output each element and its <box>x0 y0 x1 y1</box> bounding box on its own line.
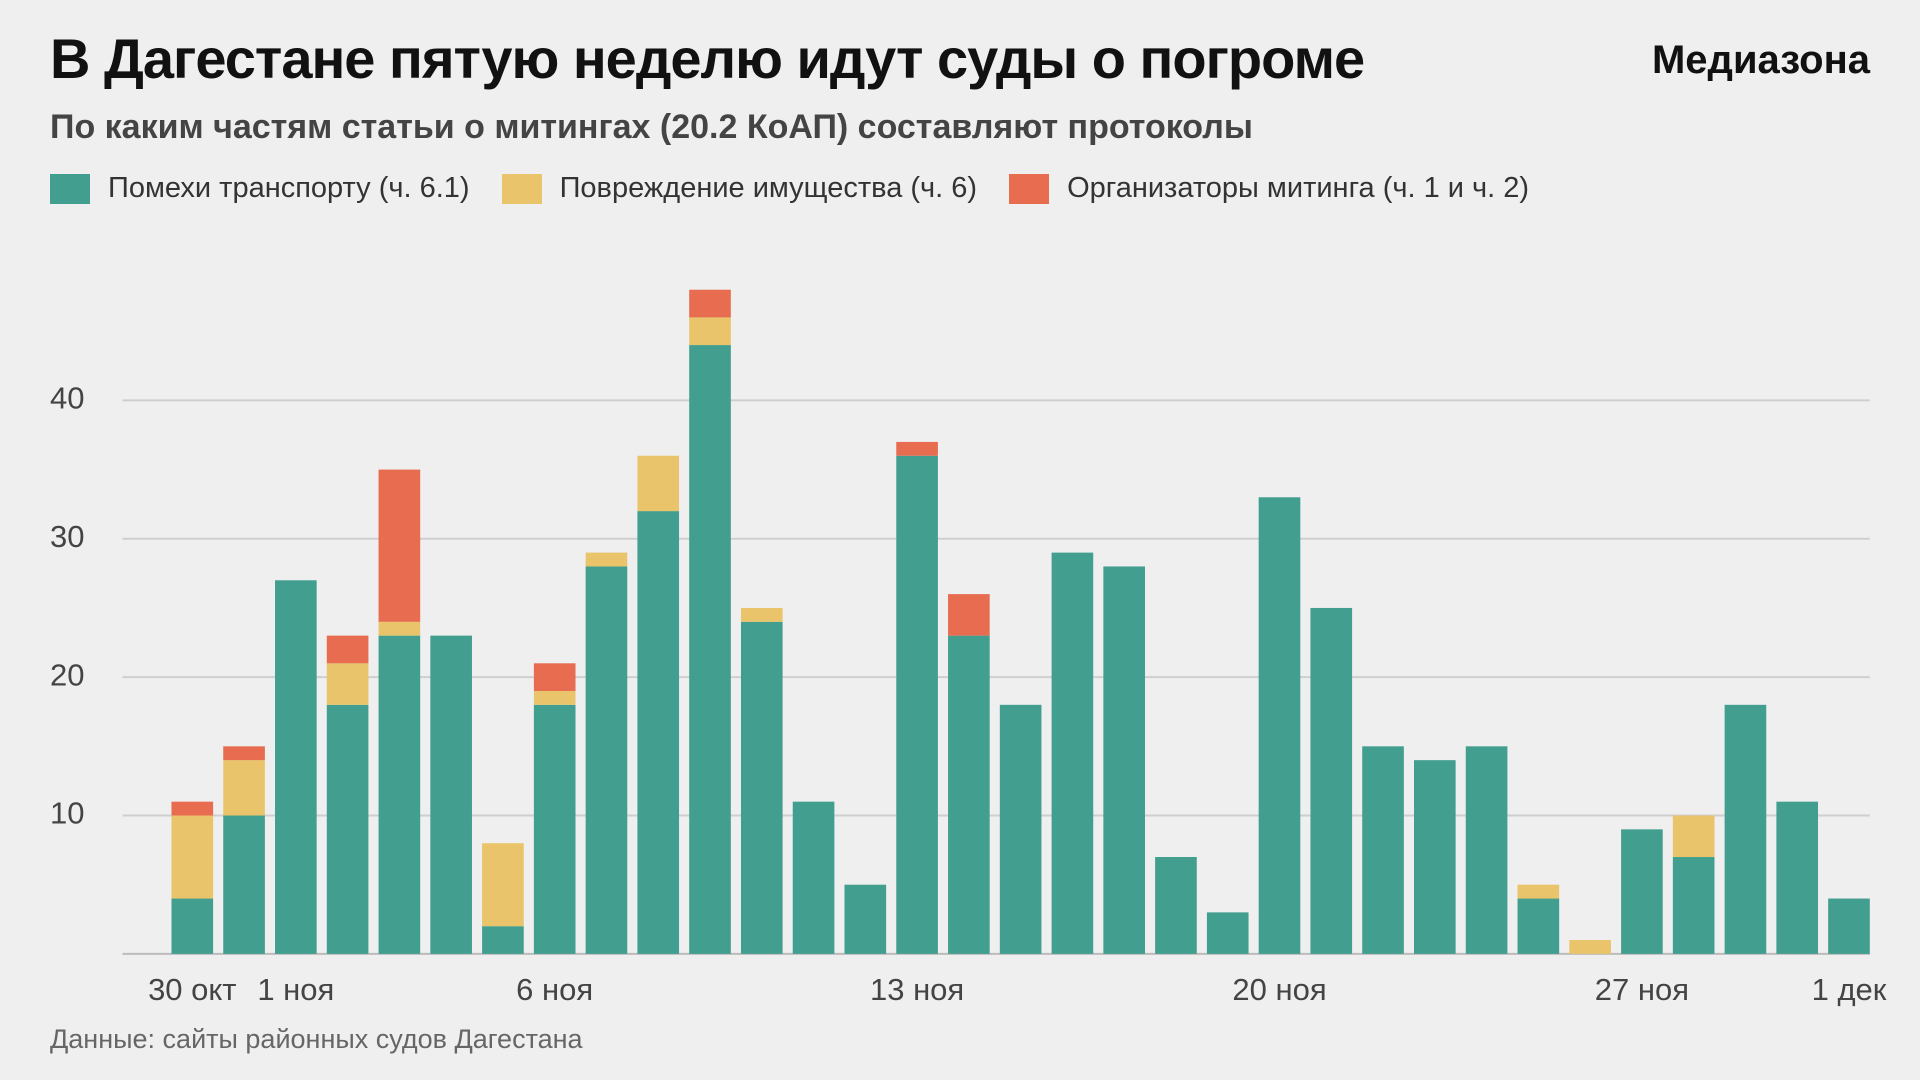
bar-segment <box>1051 552 1094 954</box>
legend-swatch <box>50 173 90 204</box>
x-tick-label: 1 дек <box>1812 972 1887 1007</box>
bar-segment <box>948 594 990 636</box>
bar-segment <box>1413 760 1456 954</box>
x-tick-label: 20 ноя <box>1232 972 1326 1007</box>
bar-segment <box>223 746 265 761</box>
y-tick-label: 20 <box>50 657 84 692</box>
chart-title: В Дагестане пятую неделю идут суды о пог… <box>50 27 1365 90</box>
bar-segment <box>689 317 731 346</box>
bar-segment <box>378 621 421 636</box>
x-tick-label: 27 ноя <box>1595 972 1689 1007</box>
legend-label: Организаторы митинга (ч. 1 и ч. 2) <box>1067 172 1530 204</box>
bar-segment <box>689 345 731 954</box>
bar-segment <box>740 621 783 954</box>
bar-segment <box>948 635 990 954</box>
bar-segment <box>689 289 731 318</box>
bar-segment <box>1776 801 1819 954</box>
bar-segment <box>1310 607 1353 954</box>
chart-subtitle: По каким частям статьи о митингах (20.2 … <box>50 108 1253 146</box>
bar-segment <box>326 704 369 954</box>
bar-segment <box>326 663 369 705</box>
bar-segment <box>1155 857 1197 954</box>
legend-item: Помехи транспорту (ч. 6.1) <box>50 172 470 205</box>
bar-segment <box>171 898 214 954</box>
bar-segment <box>223 815 265 954</box>
y-tick-label: 30 <box>50 519 84 554</box>
y-tick-label: 40 <box>50 381 84 416</box>
bar-segment <box>1258 497 1301 954</box>
bar-segment <box>1517 884 1560 899</box>
legend-label: Повреждение имущества (ч. 6) <box>559 172 978 204</box>
bar-segment <box>792 801 835 954</box>
legend: Помехи транспорту (ч. 6.1) Повреждение им… <box>50 172 1529 205</box>
legend-item: Организаторы митинга (ч. 1 и ч. 2) <box>1009 172 1529 205</box>
bar-segment <box>430 635 472 954</box>
bar-segment <box>1465 746 1508 954</box>
bar-segment <box>1362 746 1404 954</box>
bar-segment <box>896 455 938 954</box>
bar-segment <box>275 580 317 954</box>
bar-segment <box>637 455 680 512</box>
legend-swatch <box>1009 173 1050 204</box>
bar-segment <box>1621 829 1663 954</box>
bar-segment <box>482 926 524 954</box>
bar-segment <box>844 884 887 954</box>
x-tick-label: 6 ноя <box>516 972 593 1007</box>
bar-segment <box>1517 898 1560 954</box>
x-tick-label: 13 ноя <box>870 972 964 1007</box>
bar-segment <box>999 704 1042 954</box>
bar-segment <box>326 635 369 664</box>
bar-segment <box>1103 566 1145 954</box>
x-tick-label: 30 окт <box>148 972 236 1007</box>
legend-item: Повреждение имущества (ч. 6) <box>501 172 978 205</box>
bar-segment <box>740 607 783 622</box>
source-note: Данные: сайты районных судов Дагестана <box>50 1024 583 1054</box>
bar-segment <box>896 441 938 456</box>
bar-segment <box>533 704 576 954</box>
bar-segment <box>1672 815 1715 858</box>
brand: Медиазона <box>1651 38 1870 82</box>
bar-segment <box>1672 857 1715 954</box>
legend-label: Помехи транспорту (ч. 6.1) <box>108 172 470 204</box>
bar-segment <box>223 760 265 816</box>
bar-segment <box>482 843 524 927</box>
bar-segment <box>1569 940 1611 954</box>
bar-segment <box>378 635 421 954</box>
bar-segment <box>1724 704 1767 954</box>
bar-segment <box>171 815 214 899</box>
bar-segment <box>171 801 214 816</box>
y-tick-label: 10 <box>50 796 84 831</box>
bar-segment <box>1206 912 1249 954</box>
x-tick-label: 1 ноя <box>257 972 334 1007</box>
bar-segment <box>585 552 628 567</box>
bar-segment <box>585 566 628 954</box>
legend-swatch <box>501 173 542 204</box>
bar-segment <box>637 511 680 954</box>
bar-segment <box>533 663 576 691</box>
bar-segment <box>533 690 576 705</box>
bar-segment <box>378 469 421 622</box>
bar-segment <box>1828 898 1870 954</box>
